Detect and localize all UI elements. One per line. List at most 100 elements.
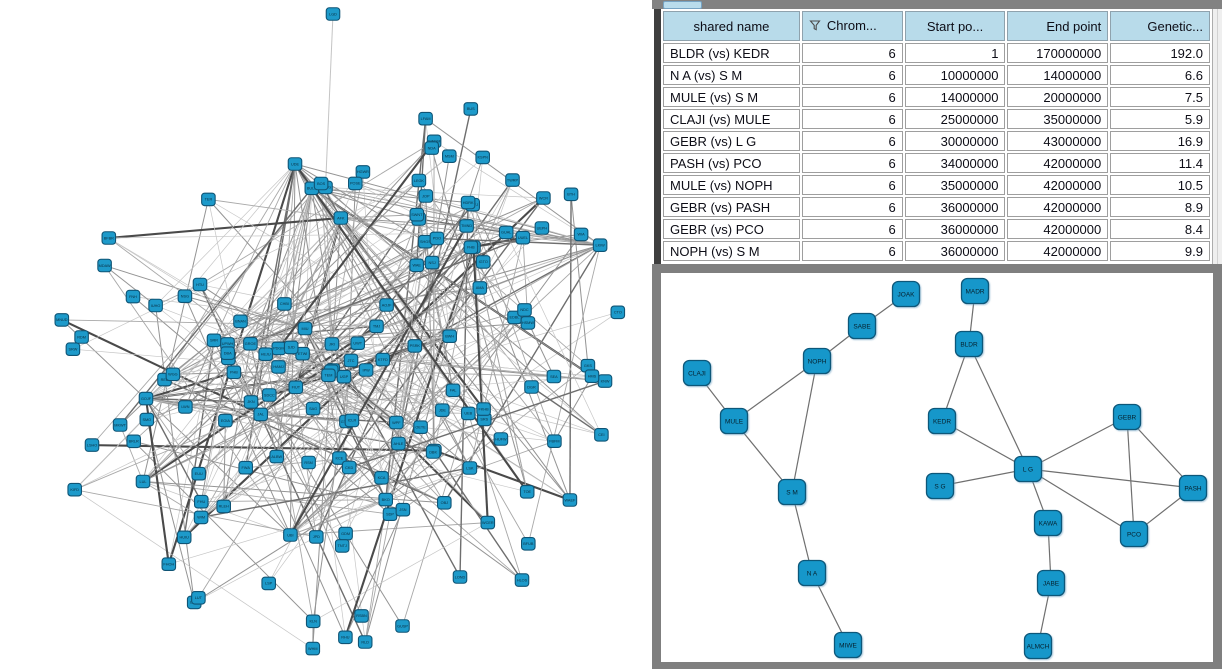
cell-genetic[interactable]: 7.5 bbox=[1110, 87, 1210, 107]
graph-node[interactable]: RLEH bbox=[216, 499, 231, 514]
graph-node[interactable]: HAMJ bbox=[271, 360, 286, 374]
graph-node[interactable]: LGD bbox=[325, 7, 341, 21]
graph-node[interactable]: BFBR bbox=[101, 231, 117, 245]
graph-node[interactable]: HLOS bbox=[514, 573, 530, 587]
cell-genetic[interactable]: 6.6 bbox=[1110, 65, 1210, 85]
graph-node[interactable]: SRW bbox=[65, 342, 81, 357]
graph-node[interactable]: JSN bbox=[395, 502, 411, 517]
cell-start_point[interactable]: 36000000 bbox=[904, 241, 1006, 261]
cell-genetic[interactable]: 5.9 bbox=[1110, 109, 1210, 129]
cell-chromosome[interactable]: 6 bbox=[801, 43, 903, 63]
cell-genetic[interactable]: 11.4 bbox=[1110, 153, 1210, 173]
graph-node[interactable]: NSG bbox=[177, 289, 193, 304]
network-node-JOAK[interactable]: JOAK bbox=[891, 280, 921, 308]
edge-table-row[interactable]: N A (vs) S M 6 10000000 14000000 6.6 bbox=[663, 65, 1210, 85]
edge-table-row[interactable]: CLAJI (vs) MULE 6 25000000 35000000 5.9 bbox=[663, 109, 1210, 129]
graph-node[interactable]: JAL bbox=[253, 407, 269, 422]
graph-node[interactable]: ICLR bbox=[344, 413, 360, 428]
cell-start_point[interactable]: 36000000 bbox=[904, 219, 1006, 239]
graph-node[interactable]: TMND bbox=[459, 219, 474, 233]
graph-node[interactable]: LKIW bbox=[592, 238, 608, 252]
graph-node[interactable]: CEI bbox=[594, 427, 609, 442]
cell-shared_name[interactable]: GEBR (vs) L G bbox=[663, 131, 800, 151]
cell-shared_name[interactable]: GEBR (vs) PCO bbox=[663, 219, 800, 239]
cell-chromosome[interactable]: 6 bbox=[801, 197, 903, 217]
graph-node[interactable]: WCER bbox=[480, 515, 496, 530]
graph-node[interactable]: EOIA bbox=[218, 413, 233, 428]
graph-node[interactable]: BWH bbox=[442, 329, 458, 344]
graph-node[interactable]: KLN bbox=[305, 614, 321, 629]
network-node-S M[interactable]: S M bbox=[777, 478, 807, 506]
graph-node[interactable]: JDE bbox=[434, 403, 450, 418]
graph-node[interactable]: JRI bbox=[324, 337, 340, 351]
graph-node[interactable]: IUHO bbox=[148, 298, 163, 313]
graph-node[interactable]: LUL bbox=[135, 474, 151, 489]
network-edge-S G-L G[interactable] bbox=[939, 468, 1029, 487]
graph-node[interactable]: NSJ bbox=[424, 255, 440, 270]
network-node-KAWA[interactable]: KAWA bbox=[1033, 509, 1063, 537]
graph-node[interactable]: HUFW bbox=[493, 432, 509, 446]
graph-node[interactable]: UEB bbox=[460, 406, 476, 421]
graph-node[interactable]: ALBW bbox=[269, 449, 285, 464]
edge-table-row[interactable]: GEBR (vs) PCO 6 36000000 42000000 8.4 bbox=[663, 219, 1210, 239]
cell-genetic[interactable]: 16.9 bbox=[1110, 131, 1210, 151]
cell-shared_name[interactable]: BLDR (vs) KEDR bbox=[663, 43, 800, 63]
main-network-canvas[interactable]: LGDAFKJALKIFDUBIBWHGSTMLKIWBKOGROESHGSIT… bbox=[0, 0, 652, 669]
graph-node[interactable]: CTO bbox=[610, 305, 626, 320]
graph-node[interactable]: LSP bbox=[261, 576, 277, 591]
graph-node[interactable]: FIUT bbox=[288, 380, 304, 395]
graph-node[interactable]: JKN bbox=[243, 395, 259, 409]
network-edge-L G-PCO[interactable] bbox=[1027, 468, 1135, 535]
cell-genetic[interactable]: 10.5 bbox=[1110, 175, 1210, 195]
cell-end_point[interactable]: 14000000 bbox=[1007, 65, 1109, 85]
graph-node[interactable]: HSMW bbox=[520, 316, 536, 330]
graph-node[interactable]: DBK bbox=[425, 445, 441, 459]
table-tab-chip[interactable] bbox=[663, 1, 702, 9]
edge-table-row[interactable]: NOPH (vs) S M 6 36000000 42000000 9.9 bbox=[663, 241, 1210, 261]
graph-node[interactable]: RDM bbox=[74, 330, 89, 344]
graph-node[interactable]: PDO bbox=[429, 231, 445, 246]
graph-node[interactable]: HUIU bbox=[176, 530, 192, 545]
graph-node[interactable]: LUT bbox=[191, 590, 206, 605]
graph-node[interactable]: TWRP bbox=[505, 173, 520, 187]
filter-funnel-icon[interactable] bbox=[809, 19, 821, 34]
graph-node[interactable]: DGR bbox=[524, 380, 539, 394]
graph-node[interactable]: JTC bbox=[343, 353, 359, 368]
graph-node[interactable]: DBA bbox=[220, 346, 235, 361]
cell-start_point[interactable]: 25000000 bbox=[904, 109, 1006, 129]
cell-genetic[interactable]: 192.0 bbox=[1110, 43, 1210, 63]
graph-node[interactable]: SWNT bbox=[409, 207, 425, 222]
edge-table-row[interactable]: MULE (vs) NOPH 6 35000000 42000000 10.5 bbox=[663, 175, 1210, 195]
cell-chromosome[interactable]: 6 bbox=[801, 241, 903, 261]
column-header-shared_name[interactable]: shared name bbox=[663, 11, 800, 41]
column-header-chromosome[interactable]: Chrom... bbox=[801, 11, 903, 41]
graph-node[interactable]: AOJF bbox=[379, 298, 394, 312]
cell-end_point[interactable]: 42000000 bbox=[1007, 175, 1109, 195]
network-edge-L G-GEBR[interactable] bbox=[1027, 416, 1128, 470]
graph-node[interactable]: GDM bbox=[338, 526, 353, 541]
edge-table-row[interactable]: PASH (vs) PCO 6 34000000 42000000 11.4 bbox=[663, 153, 1210, 173]
graph-node[interactable]: UBI bbox=[283, 528, 298, 542]
vertical-scrollbar[interactable] bbox=[1212, 9, 1222, 264]
cell-end_point[interactable]: 42000000 bbox=[1007, 219, 1109, 239]
graph-node[interactable]: PHB bbox=[226, 365, 242, 380]
graph-node[interactable]: FHU bbox=[194, 494, 209, 509]
graph-node[interactable]: EUU bbox=[191, 466, 206, 481]
cell-chromosome[interactable]: 6 bbox=[801, 109, 903, 129]
graph-node[interactable]: POSE bbox=[347, 176, 363, 191]
column-header-end_point[interactable]: End point bbox=[1007, 11, 1109, 41]
graph-node[interactable]: OETE bbox=[413, 420, 428, 435]
graph-node[interactable]: SAG bbox=[305, 401, 321, 416]
graph-node[interactable]: LFAM bbox=[418, 111, 433, 126]
graph-node[interactable]: PSRK bbox=[407, 339, 423, 353]
graph-node[interactable]: HEJU bbox=[258, 347, 274, 362]
graph-node[interactable]: BFUB bbox=[520, 536, 536, 551]
graph-node[interactable]: MDAW bbox=[97, 258, 112, 273]
graph-node[interactable]: IGTO bbox=[475, 255, 491, 269]
column-header-start_point[interactable]: Start po... bbox=[904, 11, 1006, 41]
graph-node[interactable]: SDP bbox=[382, 507, 398, 522]
edge-table-row[interactable]: GEBR (vs) L G 6 30000000 43000000 16.9 bbox=[663, 131, 1210, 151]
graph-node[interactable]: RSBN bbox=[354, 609, 369, 623]
graph-node[interactable]: TNTJ bbox=[334, 539, 350, 553]
graph-node[interactable]: HGWR bbox=[355, 165, 371, 179]
